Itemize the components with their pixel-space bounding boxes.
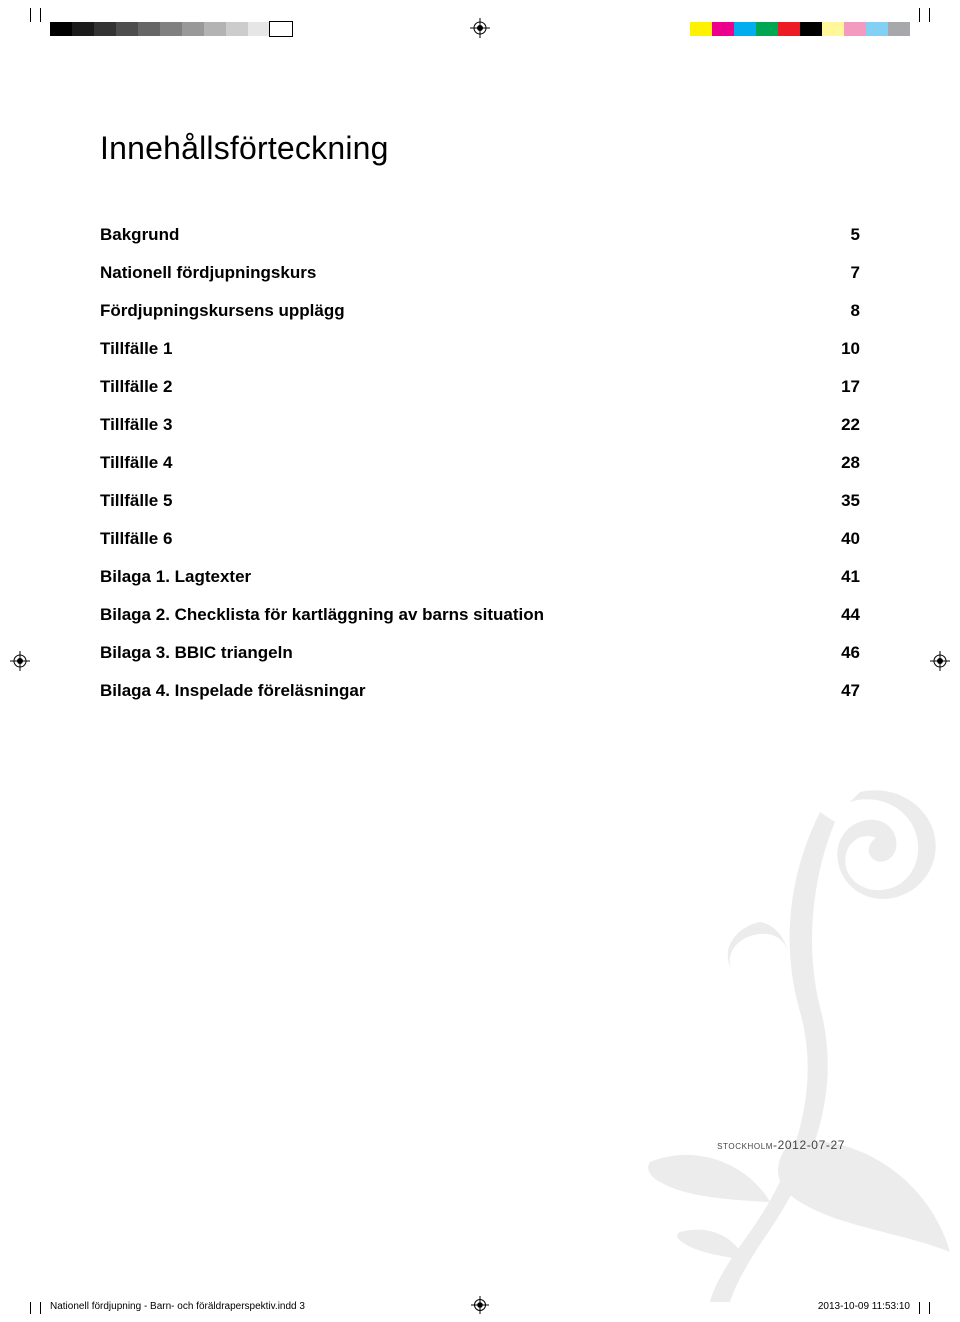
toc-row: Tillfälle 6 40 — [100, 529, 860, 549]
toc-page-number: 46 — [830, 643, 860, 663]
toc-row: Tillfälle 4 28 — [100, 453, 860, 473]
toc-page-number: 7 — [830, 263, 860, 283]
toc-page-number: 40 — [830, 529, 860, 549]
toc-page-number: 17 — [830, 377, 860, 397]
toc-row: Tillfälle 3 22 — [100, 415, 860, 435]
color-calibration-bar — [690, 22, 910, 36]
toc-label: Tillfälle 2 — [100, 377, 172, 397]
toc-row: Tillfälle 1 10 — [100, 339, 860, 359]
toc-page-number: 5 — [830, 225, 860, 245]
toc-row: Nationell fördjupningskurs 7 — [100, 263, 860, 283]
toc-label: Bakgrund — [100, 225, 179, 245]
toc-label: Tillfälle 6 — [100, 529, 172, 549]
toc-row: Bilaga 2. Checklista för kartläggning av… — [100, 605, 860, 625]
toc-page-number: 44 — [830, 605, 860, 625]
toc-label: Bilaga 3. BBIC triangeln — [100, 643, 293, 663]
toc-page-number: 10 — [830, 339, 860, 359]
grayscale-calibration-bar — [50, 22, 292, 36]
toc-row: Tillfälle 5 35 — [100, 491, 860, 511]
toc-row: Bilaga 4. Inspelade föreläsningar 47 — [100, 681, 860, 701]
printer-slug: Nationell fördjupning - Barn- och föräld… — [0, 1294, 960, 1314]
rose-watermark-icon — [520, 782, 960, 1302]
toc-label: Bilaga 1. Lagtexter — [100, 567, 251, 587]
toc-page-number: 41 — [830, 567, 860, 587]
page-title: Innehållsförteckning — [100, 130, 860, 167]
registration-target-icon — [470, 18, 490, 38]
slug-timestamp: 2013-10-09 11:53:10 — [818, 1301, 910, 1312]
toc-row: Bakgrund 5 — [100, 225, 860, 245]
toc-label: Nationell fördjupningskurs — [100, 263, 316, 283]
toc-row: Tillfälle 2 17 — [100, 377, 860, 397]
toc-label: Fördjupningskursens upplägg — [100, 301, 345, 321]
toc-page-number: 8 — [830, 301, 860, 321]
toc-label: Bilaga 4. Inspelade föreläsningar — [100, 681, 365, 701]
registration-target-bottom-icon — [471, 1296, 489, 1314]
slug-filename: Nationell fördjupning - Barn- och föräld… — [50, 1301, 305, 1312]
toc-label: Bilaga 2. Checklista för kartläggning av… — [100, 605, 544, 625]
toc-row: Bilaga 1. Lagtexter 41 — [100, 567, 860, 587]
table-of-contents: Bakgrund 5 Nationell fördjupningskurs 7 Förd… — [100, 225, 860, 701]
toc-page-number: 22 — [830, 415, 860, 435]
printer-registration-top — [0, 8, 960, 38]
toc-page-number: 28 — [830, 453, 860, 473]
date-stamp: stockholm-2012-07-27 — [717, 1138, 845, 1152]
toc-row: Fördjupningskursens upplägg 8 — [100, 301, 860, 321]
registration-target-left-icon — [10, 651, 30, 671]
page-content: Innehållsförteckning Bakgrund 5 Nationell … — [100, 130, 860, 719]
toc-row: Bilaga 3. BBIC triangeln 46 — [100, 643, 860, 663]
toc-page-number: 35 — [830, 491, 860, 511]
toc-label: Tillfälle 5 — [100, 491, 172, 511]
toc-label: Tillfälle 4 — [100, 453, 172, 473]
toc-label: Tillfälle 3 — [100, 415, 172, 435]
registration-target-right-icon — [930, 651, 950, 671]
toc-label: Tillfälle 1 — [100, 339, 172, 359]
toc-page-number: 47 — [830, 681, 860, 701]
